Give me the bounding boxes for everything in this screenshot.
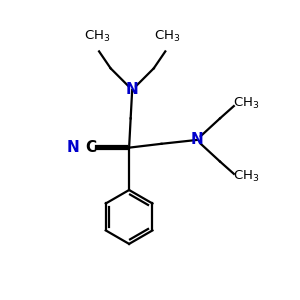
Text: N: N bbox=[67, 140, 79, 155]
Text: CH$_3$: CH$_3$ bbox=[154, 28, 180, 44]
Text: CH$_3$: CH$_3$ bbox=[233, 169, 260, 184]
Text: N: N bbox=[190, 133, 203, 148]
Text: C: C bbox=[85, 140, 96, 155]
Text: N: N bbox=[126, 82, 139, 98]
Text: CH$_3$: CH$_3$ bbox=[84, 28, 111, 44]
Text: CH$_3$: CH$_3$ bbox=[233, 96, 260, 111]
